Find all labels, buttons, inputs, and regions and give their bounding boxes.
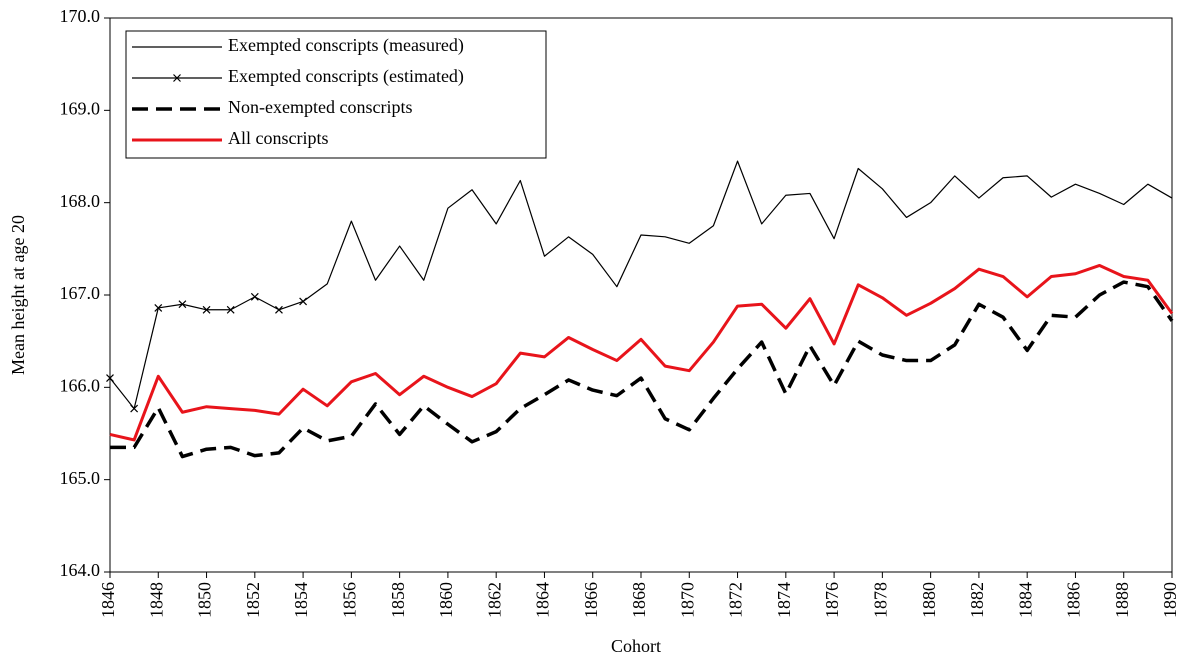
point-marker: [106, 374, 114, 383]
x-tick-label: 1870: [677, 582, 697, 618]
x-tick-label: 1876: [822, 582, 842, 618]
x-tick-label: 1888: [1112, 582, 1132, 618]
x-tick-label: 1862: [484, 582, 504, 618]
x-tick-label: 1882: [967, 582, 987, 618]
x-axis-label: Cohort: [611, 636, 661, 656]
x-tick-label: 1858: [388, 582, 408, 618]
point-marker: [154, 304, 163, 312]
y-tick-label: 165.0: [60, 468, 101, 488]
legend-label: Exempted conscripts (measured): [228, 35, 464, 56]
point-marker: [299, 297, 308, 306]
x-tick-label: 1890: [1160, 582, 1180, 618]
y-tick-label: 164.0: [60, 560, 101, 580]
y-tick-label: 169.0: [60, 98, 101, 118]
series-line: [302, 160, 1173, 302]
point-marker: [202, 305, 211, 314]
y-tick-label: 170.0: [60, 6, 101, 26]
x-tick-label: 1872: [726, 582, 746, 618]
x-tick-label: 1880: [919, 582, 939, 618]
y-axis-label: Mean height at age 20: [8, 215, 28, 375]
x-tick-label: 1846: [98, 582, 118, 618]
legend-label: All conscripts: [228, 128, 329, 148]
point-marker: [226, 305, 235, 314]
point-marker: [275, 305, 283, 314]
x-tick-label: 1864: [533, 582, 553, 618]
series-line: [110, 280, 1174, 459]
legend-marker: [173, 74, 181, 82]
x-tick-label: 1884: [1015, 582, 1035, 618]
x-tick-label: 1856: [339, 582, 359, 618]
point-marker: [178, 300, 187, 309]
x-tick-label: 1860: [436, 582, 456, 618]
x-tick-label: 1886: [1064, 582, 1084, 618]
legend-label: Non-exempted conscripts: [228, 97, 412, 117]
point-marker: [250, 292, 259, 301]
x-tick-label: 1848: [146, 582, 166, 618]
legend-label: Exempted conscripts (estimated): [228, 66, 464, 87]
series-line: [109, 263, 1174, 442]
x-tick-label: 1850: [195, 582, 215, 618]
x-tick-label: 1866: [581, 582, 601, 618]
y-tick-label: 167.0: [60, 283, 101, 303]
x-tick-label: 1878: [870, 582, 890, 618]
x-tick-label: 1852: [243, 582, 263, 618]
y-tick-label: 166.0: [60, 375, 101, 395]
legend-box: [125, 30, 547, 159]
x-tick-label: 1868: [629, 582, 649, 618]
x-tick-label: 1874: [774, 582, 794, 618]
series-line: [109, 296, 304, 410]
point-marker: [130, 404, 139, 413]
x-tick-label: 1854: [291, 582, 311, 618]
y-tick-label: 168.0: [60, 191, 101, 211]
